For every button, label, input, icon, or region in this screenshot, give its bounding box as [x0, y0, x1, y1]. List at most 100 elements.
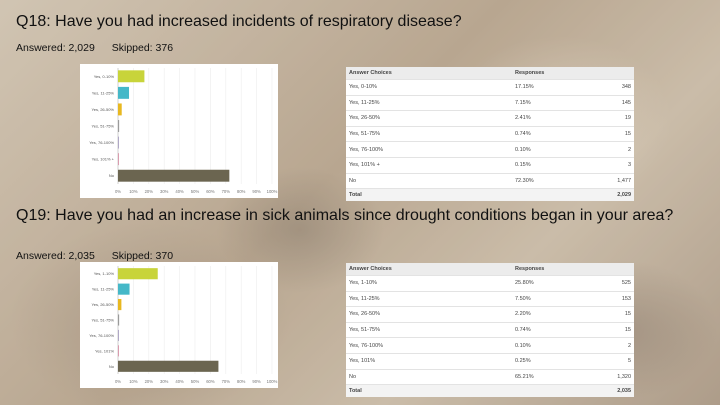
q18-table-cell: 15	[568, 125, 634, 142]
q18-table-cell: 2	[568, 141, 634, 158]
q18-total-value: 2,029	[568, 188, 634, 202]
q18-meta: Answered: 2,029 Skipped: 376	[16, 42, 173, 54]
q18-table-row: Yes, 11-25% 7.15% 145	[346, 94, 634, 111]
q19-table-cell: Yes, 51-75%	[346, 321, 512, 338]
q19-table-cell: 525	[568, 275, 634, 292]
q18-table-row: Yes, 51-75% 0.74% 15	[346, 125, 634, 142]
q19-total-label: Total	[346, 384, 512, 398]
q19-total-value: 2,035	[568, 384, 634, 398]
q18-table-header	[568, 67, 634, 80]
q19-bar	[118, 345, 119, 357]
q18-bar	[118, 103, 122, 116]
q18-table-cell: 72.30%	[512, 172, 568, 189]
q18-table-cell: 0.74%	[512, 125, 568, 142]
q18-table-cell: 2.41%	[512, 110, 568, 127]
q19-x-tick-label: 90%	[252, 379, 261, 384]
q19-table-header	[568, 263, 634, 276]
q18-bar	[118, 70, 145, 83]
q19-x-tick-label: 10%	[129, 379, 138, 384]
q18-category-label: Yes, 101% +	[92, 157, 115, 162]
q18-response-table: Answer Choices Responses Yes, 0-10% 17.15% 3…	[346, 67, 634, 202]
q19-category-label: Yes, 101%	[95, 348, 114, 353]
q19-category-label: Yes, 26-50%	[91, 302, 114, 307]
q19-x-tick-label: 40%	[175, 379, 184, 384]
q18-bar	[118, 169, 230, 182]
q19-bar	[118, 268, 158, 280]
q18-x-tick-label: 0%	[115, 189, 121, 194]
q19-table-cell: 0.74%	[512, 321, 568, 338]
q18-x-tick-label: 70%	[222, 189, 231, 194]
q19-table-cell: 2.20%	[512, 306, 568, 323]
q19-bar-chart: 0% 10% 20% 30% 40% 50% 60% 70% 80% 90% 100% Yes, 1-…	[89, 266, 278, 384]
q19-table-cell: Yes, 76-100%	[346, 337, 512, 354]
q19-skipped: Skipped: 370	[111, 250, 174, 262]
q19-table-panel: Answer Choices Responses Yes, 1-10% 25.80% 5…	[346, 263, 634, 398]
q18-x-tick-label: 30%	[160, 189, 169, 194]
q18-x-tick-label: 100%	[267, 189, 278, 194]
q19-table-total-row: Total 2,035	[346, 384, 634, 398]
q18-table-cell: 1,477	[568, 172, 634, 189]
q19-table-row: Yes, 1-10% 25.80% 525	[346, 275, 634, 292]
q18-table-cell: Yes, 11-25%	[346, 94, 512, 111]
q18-x-tick-label: 80%	[237, 189, 246, 194]
q18-category-label: Yes, 76-100%	[89, 140, 114, 145]
q18-table-cell: Yes, 101% +	[346, 156, 512, 174]
q18-x-tick-label: 60%	[206, 189, 215, 194]
q19-table-row: Yes, 76-100% 0.10% 2	[346, 337, 634, 354]
q18-category-label: Yes, 51-75%	[91, 124, 114, 129]
q19-table-cell: 65.21%	[512, 368, 568, 385]
q19-chart-panel: 0% 10% 20% 30% 40% 50% 60% 70% 80% 90% 100% Yes, 1-…	[80, 262, 278, 388]
q18-table-cell: Yes, 51-75%	[346, 125, 512, 142]
q18-table-cell: 19	[568, 110, 634, 127]
q18-table-row: Yes, 0-10% 17.15% 348	[346, 79, 634, 96]
q19-category-label: No	[109, 364, 115, 369]
q18-x-tick-label: 10%	[129, 189, 138, 194]
q19-table-cell: 1,320	[568, 368, 634, 385]
q18-table-cell: 0.15%	[512, 156, 568, 174]
q18-category-label: No	[109, 173, 115, 178]
q18-answered: Answered: 2,029	[16, 42, 95, 54]
q19-bar	[118, 283, 130, 295]
q18-table-cell: 348	[568, 79, 634, 96]
q18-category-label: Yes, 0-10%	[94, 74, 115, 79]
q18-table-cell: Yes, 76-100%	[346, 141, 512, 158]
q18-table-header: Answer Choices	[346, 67, 512, 80]
q18-table-row: Yes, 76-100% 0.10% 2	[346, 141, 634, 158]
q19-table-row: No 65.21% 1,320	[346, 368, 634, 385]
q19-table-cell: No	[346, 368, 512, 385]
q18-table-cell: 3	[568, 156, 634, 174]
q18-x-tick-label: 20%	[145, 189, 154, 194]
q19-x-tick-label: 50%	[191, 379, 200, 384]
q19-x-tick-label: 20%	[145, 379, 154, 384]
q18-table-cell: 145	[568, 94, 634, 111]
q19-table-row: Yes, 11-25% 7.50% 153	[346, 290, 634, 307]
q18-table-cell: Yes, 0-10%	[346, 79, 512, 96]
q19-table-cell: 2	[568, 337, 634, 354]
q19-response-table: Answer Choices Responses Yes, 1-10% 25.80% 5…	[346, 263, 634, 398]
q19-title: Q19: Have you had an increase in sick an…	[16, 207, 674, 224]
q19-table-cell: Yes, 101%	[346, 352, 512, 370]
q19-table-row: Yes, 51-75% 0.74% 15	[346, 321, 634, 338]
q18-table-cell: 17.15%	[512, 79, 568, 96]
q18-category-label: Yes, 26-50%	[91, 107, 114, 112]
q18-x-tick-label: 40%	[175, 189, 184, 194]
q18-bar	[118, 120, 120, 132]
q18-bar	[118, 153, 119, 166]
q19-table-cell: 7.50%	[512, 290, 568, 307]
q18-x-tick-label: 50%	[191, 189, 200, 194]
q18-table-header: Responses	[512, 67, 568, 80]
q18-table-panel: Answer Choices Responses Yes, 0-10% 17.15% 3…	[346, 67, 634, 202]
q19-table-cell: 153	[568, 290, 634, 307]
q19-answered: Answered: 2,035	[16, 250, 95, 262]
q19-bar	[118, 329, 119, 341]
q19-table-cell: Yes, 26-50%	[346, 306, 512, 323]
q19-x-tick-label: 100%	[267, 379, 278, 384]
q19-table-cell: 15	[568, 306, 634, 323]
q18-table-row: Yes, 26-50% 2.41% 19	[346, 110, 634, 127]
q19-table-cell: 0.10%	[512, 337, 568, 354]
q19-table-cell: 15	[568, 321, 634, 338]
q19-table-row: Yes, 26-50% 2.20% 15	[346, 306, 634, 323]
q18-table-cell: No	[346, 172, 512, 189]
q18-table-row: Yes, 101% +0.15% 3	[346, 156, 634, 174]
q19-bar	[118, 299, 122, 311]
